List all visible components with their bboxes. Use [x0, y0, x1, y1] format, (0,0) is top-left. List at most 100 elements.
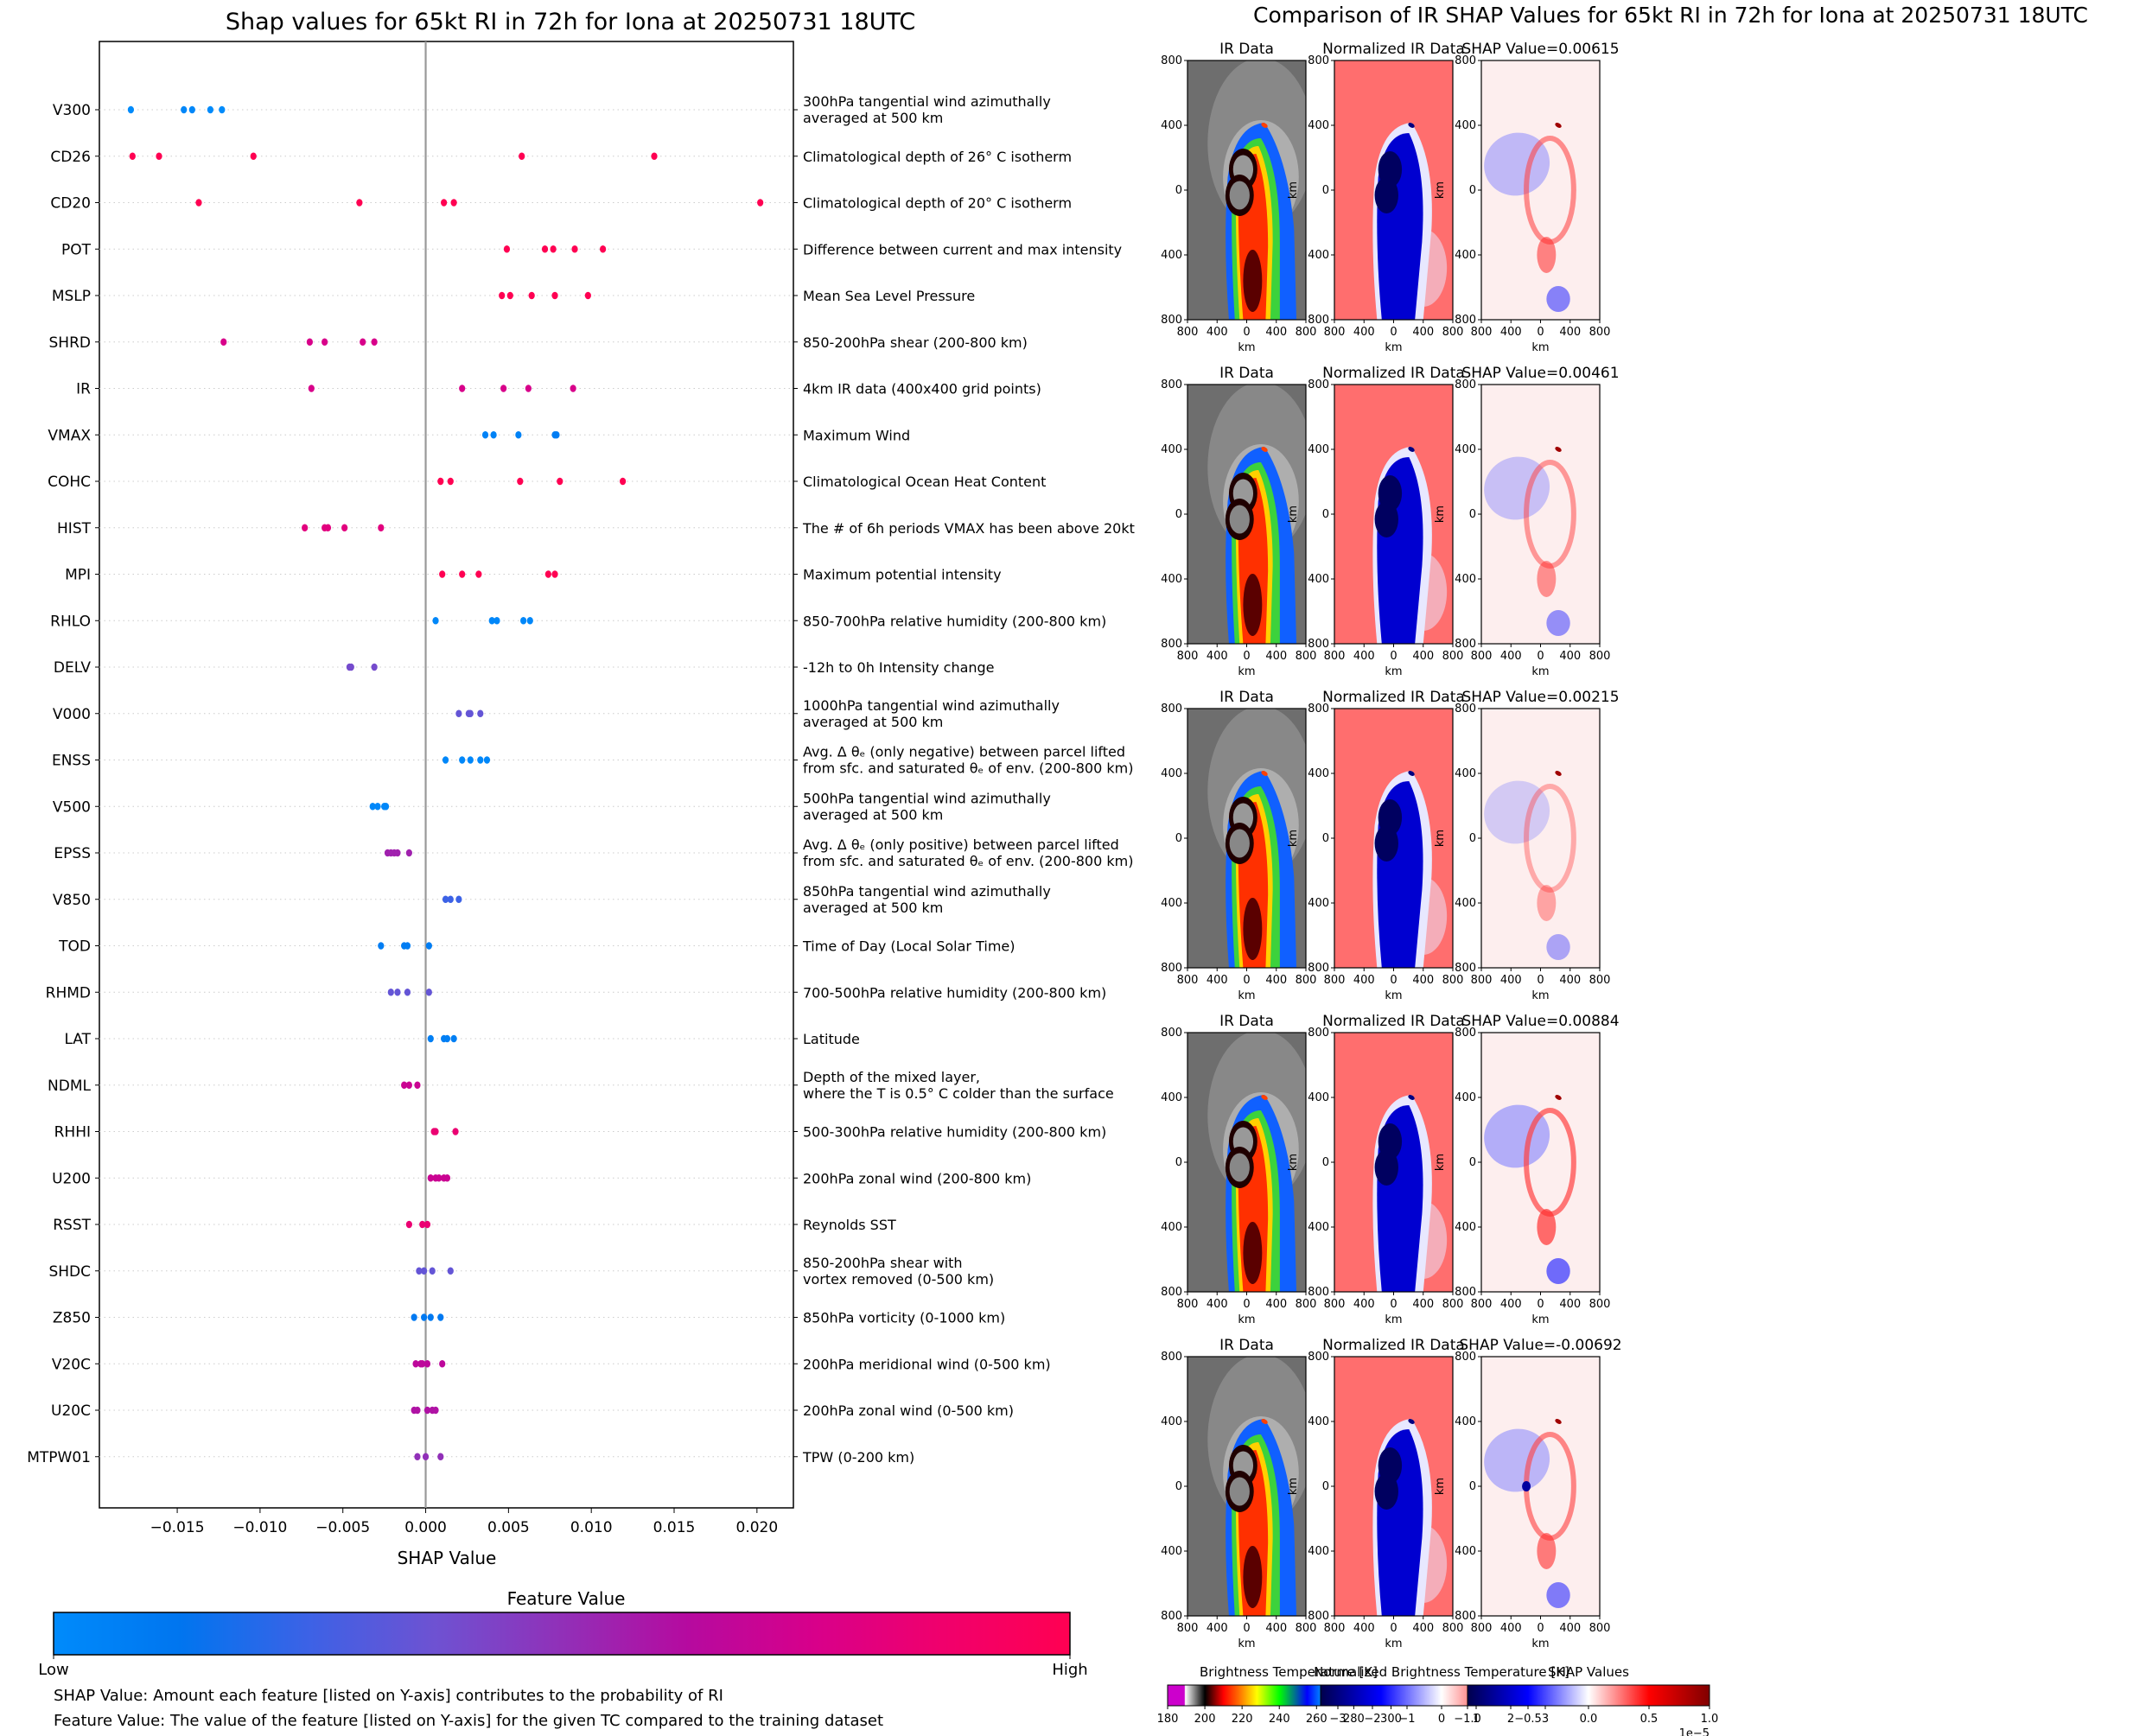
y-tick-label: 800 [1161, 378, 1182, 391]
shap-point [341, 524, 348, 532]
x-axis-label: km [1385, 341, 1402, 354]
x-tick-label: 400 [1500, 1298, 1522, 1311]
x-tick-label: 800 [1471, 1298, 1493, 1311]
panel-title: Normalized IR Data [1322, 689, 1465, 706]
y-tick-label: 800 [1308, 1351, 1329, 1364]
y-tick-label: 800 [1308, 1610, 1329, 1623]
feature-description: Latitude [803, 1031, 860, 1047]
shap-point [557, 477, 563, 486]
y-tick-label: 0 [1322, 832, 1329, 845]
shap-point [394, 849, 401, 857]
x-tick-label: 400 [1412, 1622, 1434, 1635]
shap-point [503, 245, 511, 253]
y-axis-label: km [1287, 181, 1300, 199]
y-tick-label: 400 [1161, 1545, 1182, 1558]
shap-point [553, 430, 560, 439]
colorbar-tick-label: −2 [1364, 1713, 1380, 1726]
y-tick-label: 800 [1308, 378, 1329, 391]
shap-point [651, 152, 658, 161]
y-axis-label: km [1287, 1478, 1300, 1495]
feature-label: ENSS [52, 753, 91, 770]
feature-row-cohc: COHC Climatological Ocean Heat Content [48, 474, 1046, 491]
y-tick-label: 800 [1308, 703, 1329, 715]
y-tick-label: 400 [1308, 1545, 1329, 1558]
shap-point [425, 988, 432, 996]
shap-point [443, 1034, 451, 1043]
shap-point [520, 616, 527, 625]
feature-row-ir: IR 4km IR data (400x400 grid points) [76, 381, 1041, 398]
x-tick-label: 800 [1296, 974, 1317, 987]
shap-point [526, 616, 533, 625]
shap-point [544, 570, 551, 578]
y-tick-label: 0 [1322, 1156, 1329, 1169]
shap-point [156, 152, 162, 161]
y-tick-label: 400 [1308, 1221, 1329, 1234]
y-tick-label: 0 [1469, 832, 1476, 845]
shap-point [369, 802, 376, 811]
feature-row-z850: Z850 850hPa vorticity (0-1000 km) [53, 1310, 1005, 1327]
feature-description: Maximum potential intensity [803, 567, 1002, 583]
x-tick-label: 0 [1537, 974, 1544, 987]
y-tick-label: 400 [1308, 249, 1329, 262]
shap-ring [1524, 784, 1576, 893]
y-tick-label: 800 [1455, 1351, 1476, 1364]
shap-point [360, 338, 366, 347]
shap-point [129, 152, 136, 161]
feature-description: Time of Day (Local Solar Time) [802, 938, 1015, 955]
footnote-feature: Feature Value: The value of the feature … [54, 1712, 883, 1730]
x-tick-label: −0.015 [150, 1519, 205, 1536]
feature-label: V500 [53, 798, 91, 816]
x-tick-label: 400 [1559, 1622, 1581, 1635]
y-tick-label: 0 [1322, 1480, 1329, 1493]
colorbar-tick-label: −1 [1398, 1713, 1415, 1726]
colorbar-tick-label: 200 [1194, 1713, 1216, 1726]
y-tick-label: 800 [1161, 1610, 1182, 1623]
y-tick-label: 400 [1161, 767, 1182, 780]
x-tick-label: 0.020 [736, 1519, 779, 1536]
shap-point [308, 385, 315, 392]
shap-point [427, 1173, 434, 1182]
shap-point [382, 802, 390, 811]
x-tick-label: 0 [1243, 1298, 1250, 1311]
feature-description: Climatological depth of 20° C isotherm [803, 195, 1072, 212]
shap-point [541, 245, 549, 253]
x-tick-label: 400 [1559, 974, 1581, 987]
y-tick-label: 800 [1455, 378, 1476, 391]
x-tick-label: 800 [1442, 974, 1464, 987]
x-tick-label: 800 [1177, 1298, 1199, 1311]
x-tick-label: 0 [1390, 326, 1397, 339]
y-axis-label: km [1434, 181, 1447, 199]
y-tick-label: 400 [1455, 1091, 1476, 1104]
shap-point [439, 1359, 446, 1368]
y-tick-label: 0 [1175, 508, 1182, 521]
shap-point [493, 616, 500, 625]
feature-description: 4km IR data (400x400 grid points) [803, 381, 1041, 397]
feature-row-u200: U200 200hPa zonal wind (200-800 km) [52, 1170, 1031, 1187]
shap-point [405, 1081, 412, 1090]
x-tick-label: 0 [1390, 1298, 1397, 1311]
feature-label: U20C [51, 1402, 91, 1420]
shap-point [250, 152, 257, 161]
x-axis-label: km [1385, 1313, 1402, 1326]
x-tick-label: 0 [1243, 650, 1250, 663]
shap-point [219, 105, 226, 114]
feature-label: U200 [52, 1170, 91, 1187]
y-tick-label: 800 [1161, 703, 1182, 715]
feature-description: The # of 6h periods VMAX has been above … [802, 520, 1135, 537]
x-tick-label: 400 [1412, 650, 1434, 663]
x-tick-label: −0.010 [232, 1519, 287, 1536]
shap-point [447, 895, 454, 904]
shap-point [423, 1406, 431, 1415]
feature-row-v500: V500 500hPa tangential wind azimuthallyav… [53, 790, 1051, 823]
panel-row: IR Data 800 400 0 400 800 km 800 400 0 400 800 km Nor… [1161, 1337, 1621, 1650]
feature-row-rsst: RSST Reynolds SST [53, 1217, 896, 1234]
shap-point [459, 385, 466, 392]
y-tick-label: 400 [1455, 119, 1476, 132]
shap-point [425, 942, 432, 950]
x-tick-label: 0.010 [570, 1519, 613, 1536]
y-tick-label: 800 [1308, 1286, 1329, 1299]
feature-description: vortex removed (0-500 km) [803, 1271, 994, 1288]
feature-row-cd26: CD26 Climatological depth of 26° C isothe… [50, 149, 1072, 166]
x-tick-label: 800 [1296, 650, 1317, 663]
x-tick-label: 800 [1296, 326, 1317, 339]
